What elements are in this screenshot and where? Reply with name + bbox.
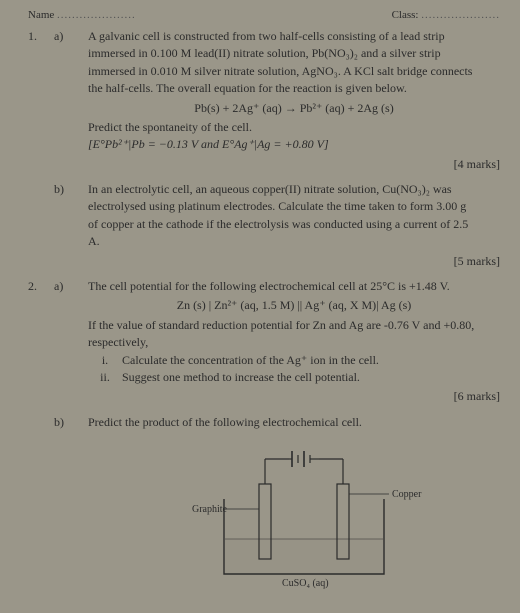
q1a-text: A galvanic cell is constructed from two … — [88, 28, 500, 45]
electrolysis-diagram: Graphite Copper CuSO₄ (aq) — [88, 439, 500, 589]
q2b-text: Predict the product of the following ele… — [88, 414, 500, 431]
q1b-text: electrolysed using platinum electrodes. … — [88, 198, 500, 215]
name-label: Name — [28, 9, 54, 21]
q2-number: 2. — [28, 278, 54, 412]
q1a-text: immersed in 0.010 M silver nitrate solut… — [88, 63, 500, 80]
q1b-marks: [5 marks] — [88, 253, 500, 270]
q1a-given: [E°Pb²⁺|Pb = −0.13 V and E°Ag⁺|Ag = +0.8… — [88, 136, 500, 153]
q1-number: 1. — [28, 28, 54, 179]
q1a-text: immersed in 0.100 M lead(II) nitrate sol… — [88, 45, 500, 62]
dots — [421, 9, 500, 21]
q1b-text: In an electrolytic cell, an aqueous copp… — [88, 181, 500, 198]
dots — [57, 9, 136, 21]
class-label: Class: — [392, 9, 419, 21]
q2a-label: a) — [54, 278, 88, 412]
q1b-text: of copper at the cathode if the electrol… — [88, 216, 500, 233]
q2a-text: If the value of standard reduction poten… — [88, 317, 500, 334]
q2a-text: respectively, — [88, 334, 500, 351]
q2a-i-label: i. — [88, 352, 122, 369]
q1b-label: b) — [54, 181, 88, 276]
q2a-ii-label: ii. — [88, 369, 122, 386]
q1a-predict: Predict the spontaneity of the cell. — [88, 119, 500, 136]
q2a-i-text: Calculate the concentration of the Ag⁺ i… — [122, 352, 379, 369]
q2b-label: b) — [54, 414, 88, 589]
q1a-equation: Pb(s) + 2Ag⁺ (aq) → Pb²⁺ (aq) + 2Ag (s) — [88, 100, 500, 117]
q2a-notation: Zn (s) | Zn²⁺ (aq, 1.5 M) || Ag⁺ (aq, X … — [88, 297, 500, 314]
q2a-ii-text: Suggest one method to increase the cell … — [122, 369, 360, 386]
svg-text:Copper: Copper — [392, 489, 422, 500]
q1a-marks: [4 marks] — [88, 156, 500, 173]
q1a-label: a) — [54, 28, 88, 179]
q2a-text: The cell potential for the following ele… — [88, 278, 500, 295]
svg-text:Graphite: Graphite — [192, 504, 228, 515]
q1a-text: the half-cells. The overall equation for… — [88, 80, 500, 97]
q1b-text: A. — [88, 233, 500, 250]
q2a-marks: [6 marks] — [88, 388, 500, 405]
svg-text:CuSO₄ (aq): CuSO₄ (aq) — [282, 578, 329, 589]
